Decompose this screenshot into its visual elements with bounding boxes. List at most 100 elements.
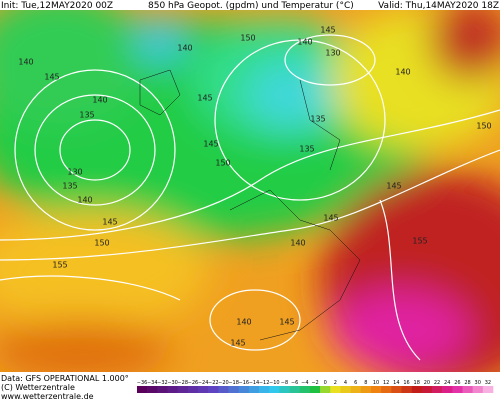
colorbar-label: 16 (403, 380, 409, 386)
footer-data: Data: GFS OPERATIONAL 1.000° (1, 374, 129, 383)
map-title: 850 hPa Geopot. (gpdm) und Temperatur (°… (148, 1, 354, 11)
colorbar-cell (442, 386, 453, 393)
colorbar-cell (269, 386, 280, 393)
contour-label: 140 (77, 196, 92, 205)
colorbar-cell (462, 386, 473, 393)
colorbar-cell (452, 386, 463, 393)
contour-label: 145 (230, 339, 245, 348)
footer-copyright: (C) Wetterzentrale (1, 383, 75, 392)
colorbar-label: 26 (454, 380, 460, 386)
colorbar-label: −32 (157, 380, 168, 386)
footer-url: www.wetterzentrale.de (1, 392, 94, 401)
colorbar-cell (208, 386, 219, 393)
colorbar-cell (157, 386, 168, 393)
contour-label: 145 (386, 182, 401, 191)
colorbar-label: −24 (198, 380, 209, 386)
colorbar-cell (167, 386, 178, 393)
colorbar-cell (370, 386, 382, 393)
map-field (0, 10, 500, 372)
colorbar-cell (340, 386, 351, 393)
contour-label: 155 (412, 237, 427, 246)
colorbar-label: −6 (291, 380, 298, 386)
colorbar-cell (330, 386, 341, 393)
colorbar-label: −20 (218, 380, 229, 386)
colorbar-label: −30 (167, 380, 178, 386)
contour-label: 155 (52, 261, 67, 270)
contour-label: 140 (290, 239, 305, 248)
colorbar-label: −10 (269, 380, 280, 386)
colorbar-cell (320, 386, 331, 393)
contour-label: 140 (18, 58, 33, 67)
colorbar-label: 28 (464, 380, 470, 386)
colorbar-label: 18 (414, 380, 420, 386)
colorbar-label: 2 (334, 380, 337, 386)
colorbar-cell (421, 386, 433, 393)
colorbar-cell (218, 386, 229, 393)
colorbar-cell (411, 386, 423, 393)
colorbar-cell (381, 386, 392, 393)
colorbar-label: −2 (311, 380, 318, 386)
colorbar-label: 24 (444, 380, 450, 386)
contour-label: 135 (62, 182, 77, 191)
colorbar-cell (350, 386, 362, 393)
colorbar-label: −34 (147, 380, 158, 386)
colorbar-cell (147, 386, 158, 393)
contour-label: 145 (279, 318, 294, 327)
contour-label: 145 (102, 218, 117, 227)
contour-label: 135 (79, 111, 94, 120)
colorbar-cell (401, 386, 412, 393)
valid-time: Valid: Thu,14MAY2020 18Z (378, 1, 499, 11)
colorbar-label: −28 (177, 380, 188, 386)
colorbar-label: 4 (344, 380, 347, 386)
colorbar-label: −4 (301, 380, 308, 386)
colorbar-label: −16 (239, 380, 250, 386)
contour-label: 140 (177, 44, 192, 53)
colorbar-cell (431, 386, 443, 393)
colorbar-label: 32 (485, 380, 491, 386)
contour-label: 135 (299, 145, 314, 154)
contour-label: 140 (395, 68, 410, 77)
contour-label: 130 (325, 49, 340, 58)
colorbar-cell (309, 386, 321, 393)
contour-label: 140 (297, 38, 312, 47)
colorbar-label: 14 (393, 380, 399, 386)
contour-label: 145 (203, 140, 218, 149)
coastlines (139, 69, 361, 341)
colorbar-cell (238, 386, 250, 393)
colorbar-cell (360, 386, 372, 393)
contour-label: 135 (310, 115, 325, 124)
contour-label: 145 (320, 26, 335, 35)
contour-label: 130 (67, 168, 82, 177)
contour-label: 140 (92, 96, 107, 105)
colorbar-cell (137, 386, 148, 393)
colorbar-cell (228, 386, 240, 393)
contours (0, 34, 500, 361)
colorbar-cell (391, 386, 402, 393)
contour-label: 150 (476, 122, 491, 131)
colorbar-label: 12 (383, 380, 389, 386)
colorbar-cell (259, 386, 270, 393)
contour-label: 150 (94, 239, 109, 248)
colorbar-label: 30 (475, 380, 481, 386)
colorbar-label: −36 (137, 380, 148, 386)
contour-label: 150 (240, 34, 255, 43)
colorbar-cell (482, 386, 494, 393)
colorbar-label: 20 (424, 380, 430, 386)
contour-label: 150 (215, 159, 230, 168)
colorbar-cell (299, 386, 311, 393)
colorbar-label: −12 (259, 380, 270, 386)
colorbar-label: 8 (364, 380, 367, 386)
colorbar-cell (248, 386, 260, 393)
colorbar-cell (279, 386, 290, 393)
colorbar-cell (177, 386, 189, 393)
colorbar-cell (472, 386, 484, 393)
colorbar-label: 22 (434, 380, 440, 386)
colorbar-cell (187, 386, 199, 393)
colorbar-cell (198, 386, 209, 393)
colorbar-cell (289, 386, 301, 393)
colorbar-label: −8 (281, 380, 288, 386)
contour-label: 140 (236, 318, 251, 327)
colorbar-label: −22 (208, 380, 219, 386)
